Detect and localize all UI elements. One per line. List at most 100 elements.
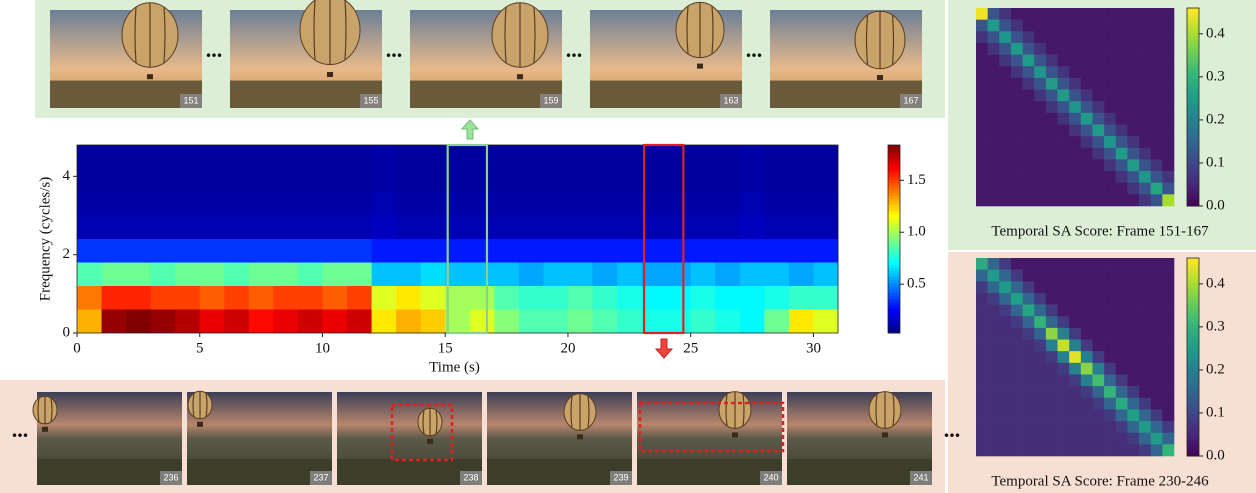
heatmap-cell	[666, 192, 691, 216]
matrix-cell	[1069, 171, 1081, 183]
matrix-cell	[1034, 363, 1046, 375]
matrix-cell	[1104, 101, 1116, 113]
matrix-cell	[1092, 159, 1104, 171]
colorbar-segment	[888, 239, 900, 243]
heatmap-cell	[691, 286, 716, 310]
heatmap-cell	[421, 263, 446, 287]
matrix-cell	[1139, 159, 1151, 171]
heatmap-cell	[151, 239, 176, 263]
colorbar-segment	[888, 295, 900, 299]
matrix-cell	[1046, 113, 1058, 125]
matrix-cell	[1011, 340, 1023, 352]
heatmap-cell	[224, 310, 249, 334]
matrix-cell	[1127, 43, 1139, 55]
matrix-cell	[1023, 183, 1035, 195]
heatmap-cell	[691, 169, 716, 193]
colorbar-segment	[888, 148, 900, 152]
heatmap-cell	[813, 216, 838, 240]
matrix-cell	[1011, 55, 1023, 67]
matrix-cell	[1046, 374, 1058, 386]
colorbar-segment	[888, 324, 900, 328]
matrix-cell	[1104, 43, 1116, 55]
matrix-cell	[1023, 194, 1035, 206]
colorbar-segment	[1187, 130, 1199, 134]
heatmap-cell	[593, 169, 618, 193]
matrix-cell	[999, 281, 1011, 293]
matrix-cell	[1046, 340, 1058, 352]
heatmap-cell	[126, 145, 151, 169]
heatmap-cell	[151, 286, 176, 310]
matrix-cell	[1162, 20, 1174, 32]
heatmap-cell	[617, 263, 642, 287]
heatmap-cell	[249, 169, 274, 193]
heatmap-cell	[568, 263, 593, 287]
matrix-cell	[976, 136, 988, 148]
heatmap-cell	[200, 239, 225, 263]
frame-label: 241	[913, 472, 928, 482]
matrix-cell	[1162, 78, 1174, 90]
colorbar-segment	[1187, 337, 1199, 341]
colorbar-segment	[1187, 400, 1199, 404]
matrix-cell	[1104, 409, 1116, 421]
matrix-cell	[988, 421, 1000, 433]
matrix-cell	[976, 194, 988, 206]
matrix-cell	[1058, 90, 1070, 102]
matrix-cell	[1069, 293, 1081, 305]
matrix-cell	[1069, 136, 1081, 148]
heatmap-cell	[666, 216, 691, 240]
matrix-cell	[1116, 20, 1128, 32]
frame-label: 238	[463, 472, 478, 482]
colorbar-segment	[888, 314, 900, 318]
matrix-cell	[1104, 386, 1116, 398]
heatmap-cell	[175, 216, 200, 240]
matrix-cell	[1151, 8, 1163, 20]
matrix-cell	[1139, 90, 1151, 102]
heatmap-cell	[470, 286, 495, 310]
matrix-cell	[1034, 433, 1046, 445]
figure: 051015202530024Time (s)Frequency (cycles…	[0, 0, 1256, 493]
matrix-cell	[1011, 421, 1023, 433]
matrix-cell	[1092, 316, 1104, 328]
matrix-cell	[1034, 90, 1046, 102]
matrix-cell	[1046, 444, 1058, 456]
heatmap-cell	[372, 169, 397, 193]
matrix-cell	[1151, 148, 1163, 160]
matrix-cell	[976, 20, 988, 32]
matrix-cell	[976, 374, 988, 386]
matrix-cell	[1116, 258, 1128, 270]
heatmap-cell	[200, 286, 225, 310]
matrix-cell	[1058, 31, 1070, 43]
matrix-cell	[988, 340, 1000, 352]
matrix-cell	[1151, 363, 1163, 375]
matrix-cell	[1011, 444, 1023, 456]
colorbar-segment	[1187, 77, 1199, 81]
matrix-cell	[1116, 421, 1128, 433]
heatmap-cell	[519, 169, 544, 193]
heatmap-cell	[322, 239, 347, 263]
matrix-cell	[1011, 398, 1023, 410]
heatmap-cell	[740, 145, 765, 169]
colorbar-segment	[888, 195, 900, 199]
colorbar-segment	[1187, 94, 1199, 98]
heatmap-cell	[372, 192, 397, 216]
colorbar-segment	[1187, 38, 1199, 42]
colorbar-segment	[1187, 311, 1199, 315]
colorbar-segment	[888, 161, 900, 165]
matrix-cell	[1069, 386, 1081, 398]
matrix-cell	[1046, 386, 1058, 398]
matrix-cell	[999, 363, 1011, 375]
matrix-cell	[1046, 293, 1058, 305]
matrix-cell	[1034, 8, 1046, 20]
matrix-cell	[1011, 31, 1023, 43]
heatmap-cell	[77, 286, 102, 310]
matrix-cell	[1116, 55, 1128, 67]
heatmap-cell	[102, 310, 127, 334]
matrix-cell	[1058, 316, 1070, 328]
colorbar-segment	[1187, 284, 1199, 288]
matrix-cell	[1139, 374, 1151, 386]
matrix-cell	[1104, 171, 1116, 183]
matrix-cell	[988, 183, 1000, 195]
colorbar-segment	[888, 317, 900, 321]
matrix-cell	[1046, 31, 1058, 43]
matrix-cell	[1058, 363, 1070, 375]
